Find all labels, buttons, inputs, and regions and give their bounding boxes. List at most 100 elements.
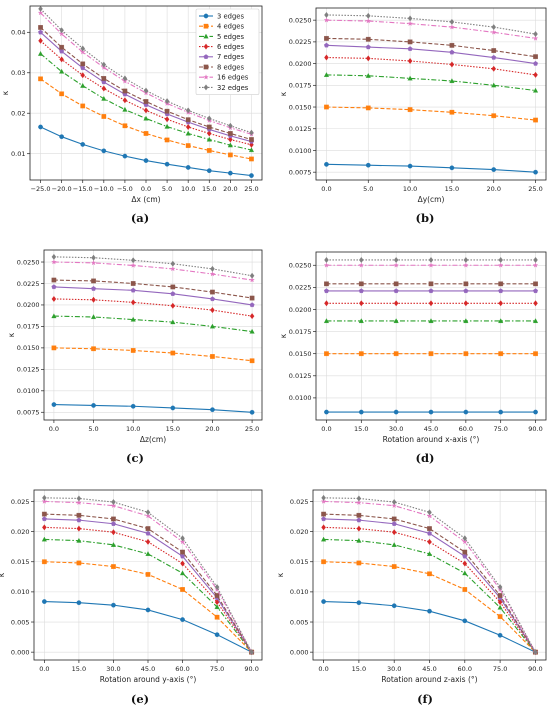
x-tick-label: 10.0 [126,425,140,433]
y-tick-label: 0.0250 [289,262,312,270]
series-line [40,78,252,160]
data-point [462,549,468,555]
data-point [80,82,86,88]
data-point [356,499,362,505]
legend-marker [203,33,209,39]
y-tick-label: 0.000 [11,648,30,656]
data-point [111,516,116,522]
x-axis-label: Δy(cm) [418,195,445,204]
data-point [227,142,233,148]
legend-marker [203,13,209,19]
data-point [122,97,128,104]
data-point [51,259,57,265]
y-tick-label: 0.0100 [17,387,40,395]
data-point [463,281,469,287]
x-tick-label: 15.0 [72,665,86,673]
data-point [358,351,364,357]
data-point [228,170,233,176]
data-point [91,254,96,261]
series-line [53,315,253,333]
data-point [532,262,539,268]
legend-marker [203,43,209,50]
x-tick-label: 5.0 [88,425,98,433]
chart-panel: 0.0 15.0 30.0 45.0 60.0 75.0 90.0 0.0100 0.0125 0… [279,251,547,465]
data-point [51,277,57,283]
legend-label: 3 edges [217,12,244,20]
y-tick-label: 0.015 [290,558,309,566]
data-point [228,131,233,136]
legend-marker [203,64,209,70]
data-point [428,318,434,323]
data-point [427,526,432,531]
x-tick-label: 45.0 [424,425,438,433]
data-point [76,517,82,523]
data-point [324,351,329,357]
y-tick-label: 0.0075 [17,409,40,417]
data-point [80,45,86,52]
data-point [358,281,364,287]
x-tick-label: 25.0 [245,425,259,433]
y-tick-label: 0.0100 [289,394,312,402]
data-point [249,328,255,334]
x-tick-label: 20.0 [486,185,500,193]
data-point [391,499,397,506]
y-tick-label: 0.025 [290,498,309,506]
y-tick-label: 0.005 [290,618,309,626]
data-point [41,516,47,522]
data-point [91,296,96,303]
data-point [249,129,254,136]
x-tick-label: 30.0 [389,425,403,433]
panel-caption: (a) [131,211,149,225]
data-point [249,277,255,283]
data-point [393,256,399,263]
data-point [324,11,329,18]
data-point [170,266,176,272]
data-point [365,73,371,78]
data-point [365,105,371,111]
x-tick-label: 30.0 [106,665,120,673]
data-point [249,137,254,142]
data-point [101,61,107,68]
legend-marker [203,54,209,59]
data-point [185,117,191,123]
series-line [40,8,252,134]
data-point [463,318,469,323]
data-point [249,295,255,301]
data-point [407,75,413,81]
legend-label: 32 edges [217,84,249,92]
chart-panel: −25.0 −20.0 −15.0 −10.0 −5.0 0.0 5.0 10.0 15.0 20… [1,5,263,225]
data-point [428,351,434,357]
data-point [145,509,151,516]
x-tick-label: 15.0 [166,425,180,433]
x-tick-label: −5.0 [117,185,133,193]
data-point [321,524,326,531]
data-point [407,107,413,112]
data-point [533,117,538,123]
data-point [122,75,128,82]
data-point [428,409,434,415]
data-point [206,148,212,153]
data-point [101,114,107,119]
data-point [59,27,64,34]
data-point [76,525,82,532]
data-point [324,409,329,415]
data-point [428,262,434,268]
data-point [209,271,216,277]
data-point [248,147,255,153]
data-point [76,495,82,502]
data-point [449,49,455,55]
legend-marker [203,23,209,29]
data-point [180,617,185,622]
data-point [210,307,215,314]
data-point [249,156,254,162]
data-point [462,538,468,545]
data-point [491,82,497,88]
data-point [214,614,220,620]
data-point [356,512,362,518]
panel-caption: (d) [416,451,435,465]
series-line [326,14,536,35]
data-point [145,526,151,531]
data-point [391,603,397,609]
data-point [462,618,468,624]
